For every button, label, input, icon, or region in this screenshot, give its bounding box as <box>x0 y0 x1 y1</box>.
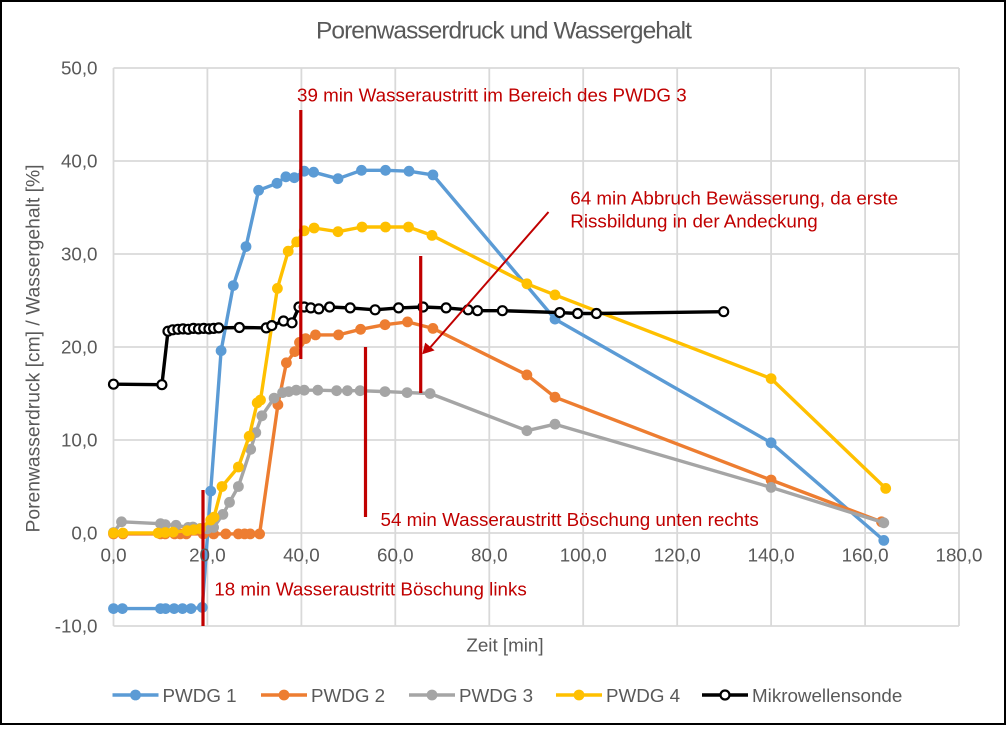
svg-text:40,0: 40,0 <box>283 545 320 566</box>
svg-text:120,0: 120,0 <box>654 545 701 566</box>
svg-text:PWDG 1: PWDG 1 <box>163 685 237 706</box>
svg-text:54 min Wasseraustritt Böschung: 54 min Wasseraustritt Böschung unten rec… <box>381 509 759 530</box>
svg-text:100,0: 100,0 <box>560 545 607 566</box>
svg-text:-10,0: -10,0 <box>55 616 98 637</box>
svg-text:PWDG 4: PWDG 4 <box>606 685 680 706</box>
svg-text:160,0: 160,0 <box>842 545 889 566</box>
svg-text:20,0: 20,0 <box>61 337 98 358</box>
svg-text:Zeit [min]: Zeit [min] <box>466 635 543 656</box>
svg-text:20,0: 20,0 <box>189 545 226 566</box>
svg-text:0,0: 0,0 <box>71 523 97 544</box>
svg-text:40,0: 40,0 <box>61 151 98 172</box>
svg-text:PWDG 3: PWDG 3 <box>459 685 533 706</box>
svg-text:Mikrowellensonde: Mikrowellensonde <box>752 685 902 706</box>
svg-text:80,0: 80,0 <box>471 545 508 566</box>
svg-text:140,0: 140,0 <box>748 545 795 566</box>
svg-text:64 min Abbruch Bewässerung, da: 64 min Abbruch Bewässerung, da erste <box>570 188 898 209</box>
svg-text:180,0: 180,0 <box>936 545 983 566</box>
svg-text:Porenwasserdruck und Wassergeh: Porenwasserdruck und Wassergehalt <box>316 17 692 44</box>
svg-text:Porenwasserdruck [cm] / Wasser: Porenwasserdruck [cm] / Wassergehalt [%] <box>24 165 45 533</box>
svg-text:Rissbildung in der Andeckung: Rissbildung in der Andeckung <box>570 211 817 232</box>
svg-text:39 min Wasseraustritt im Berei: 39 min Wasseraustritt im Bereich des PWD… <box>297 85 687 106</box>
svg-text:30,0: 30,0 <box>61 244 98 265</box>
svg-text:0,0: 0,0 <box>100 545 126 566</box>
svg-text:60,0: 60,0 <box>377 545 414 566</box>
svg-text:18 min Wasseraustritt Böschung: 18 min Wasseraustritt Böschung links <box>214 579 526 600</box>
svg-text:PWDG 2: PWDG 2 <box>311 685 385 706</box>
svg-text:10,0: 10,0 <box>61 430 98 451</box>
svg-text:50,0: 50,0 <box>61 58 98 79</box>
